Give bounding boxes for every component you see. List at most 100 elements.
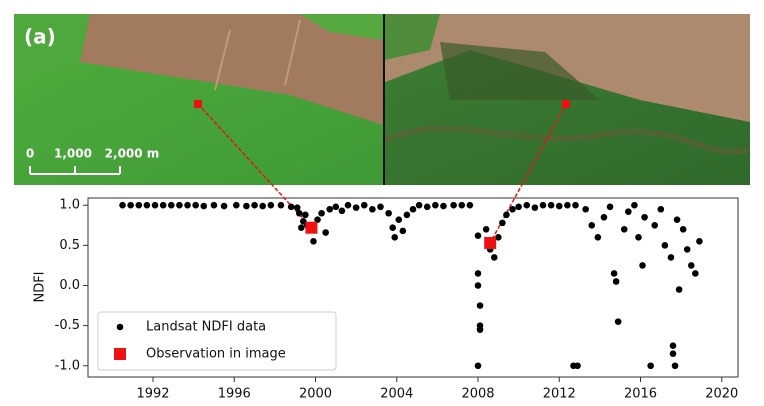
point [243,202,250,210]
legend-marker [116,323,124,331]
point [287,203,295,211]
point [135,201,143,209]
point [450,201,457,209]
point [474,282,482,289]
point [523,201,531,209]
point [314,216,321,223]
scale-label: 2,000 m [105,147,160,161]
point [547,201,555,209]
y-tick-label: 0.5 [59,238,80,253]
point [151,201,159,209]
point [232,201,240,209]
point [647,362,654,370]
point [614,318,622,325]
point [669,350,677,358]
y-tick-label: -0.5 [55,318,80,333]
point [395,216,403,223]
point [606,203,614,211]
point [539,201,547,209]
point [503,211,510,219]
point [385,209,392,217]
point [251,201,258,209]
scale-label: 1,000 [54,147,92,161]
point [625,208,632,215]
point [192,201,199,209]
point [490,254,498,261]
point [639,262,646,269]
x-tick-label: 1996 [218,387,251,402]
point [675,286,683,293]
point [466,201,474,209]
y-axis-label: NDFI [33,271,48,302]
point [176,201,183,209]
scale-bar: 0 1,000 2,000 m [26,147,160,175]
point [612,278,620,285]
point [582,205,589,213]
point [119,201,126,209]
panel-label: (a) [24,25,56,49]
point [403,211,411,219]
point [310,238,317,245]
x-tick-label: 2012 [543,387,576,402]
point [458,201,466,209]
point [391,234,399,241]
point [259,202,266,210]
point [515,203,522,211]
scale-label: 0 [26,147,34,161]
point [641,213,648,221]
point [184,201,191,209]
point [669,342,677,349]
legend-box [97,311,337,371]
point [572,201,579,209]
point [692,270,699,277]
point [661,242,669,249]
point [369,205,376,213]
point [499,219,506,227]
point [377,203,384,211]
point [671,362,679,370]
point [657,205,665,213]
x-tick-label: 2020 [705,387,738,402]
point [159,201,167,209]
point [610,270,618,277]
point [555,202,563,210]
image-spot [562,100,570,108]
point [318,209,325,217]
legend-label: Observation in image [146,347,286,362]
legend-label: Landsat NDFI data [146,320,266,335]
point [210,201,218,209]
point [432,201,439,209]
point [574,362,581,370]
point [143,201,151,209]
point [360,201,368,209]
point [474,270,482,277]
point [277,201,285,209]
point [673,216,681,223]
point [588,221,596,229]
point [651,221,659,229]
point [631,201,638,209]
point [300,217,307,225]
point [474,232,482,240]
x-tick-label: 2000 [299,387,332,402]
point [482,226,490,233]
point [389,224,396,231]
plot-frame [87,197,739,378]
point [326,205,334,213]
point [476,326,484,333]
x-tick-label: 2008 [461,387,494,402]
point [220,202,228,210]
point [476,302,484,309]
point [344,201,352,209]
point [338,207,346,215]
point [167,201,175,209]
x-tick-label: 2016 [624,387,657,402]
point [423,203,431,211]
point [297,224,305,231]
point [687,262,695,269]
connector [489,103,567,244]
y-tick-label: 1.0 [59,198,80,213]
point [267,201,275,209]
